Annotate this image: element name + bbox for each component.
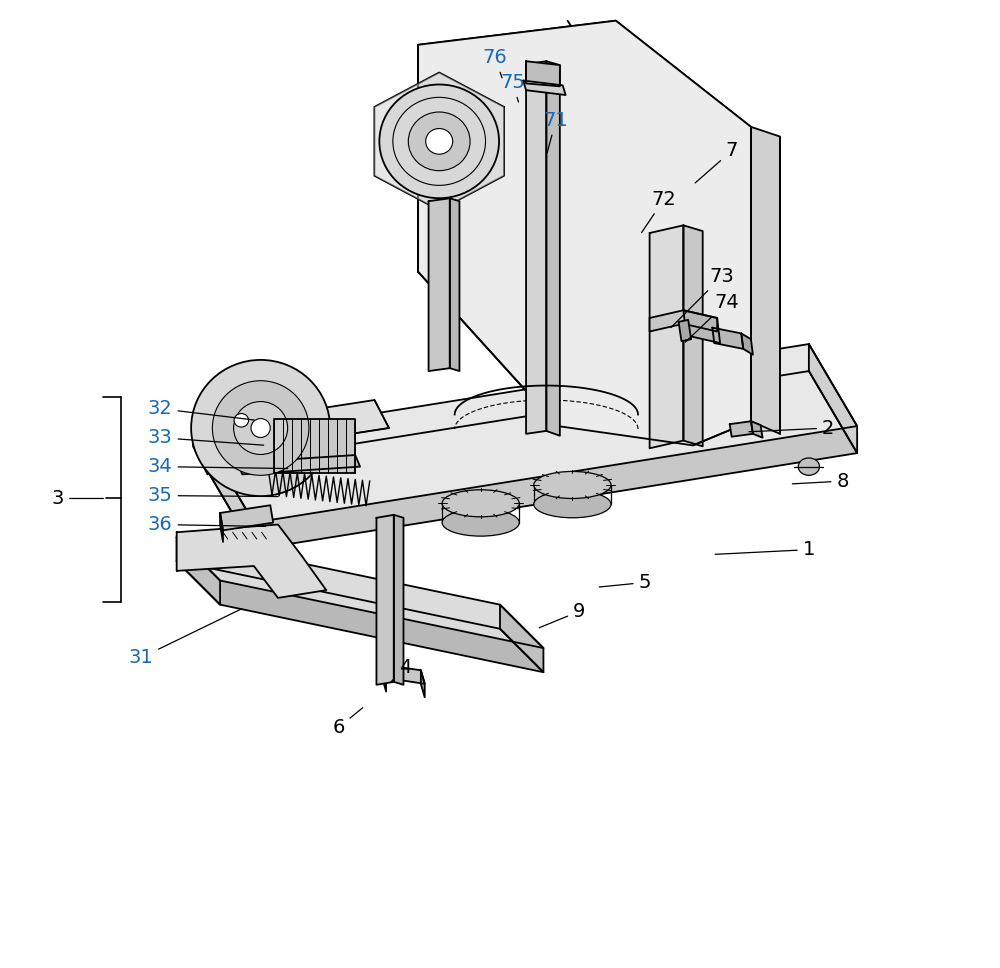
Polygon shape xyxy=(650,226,683,448)
Text: 8: 8 xyxy=(792,471,849,491)
Text: 2: 2 xyxy=(749,418,834,438)
Polygon shape xyxy=(374,73,504,210)
Text: 4: 4 xyxy=(391,658,412,681)
Text: 1: 1 xyxy=(715,540,815,560)
Polygon shape xyxy=(741,333,753,354)
Text: 36: 36 xyxy=(148,515,266,534)
Polygon shape xyxy=(523,80,566,95)
Polygon shape xyxy=(193,400,389,456)
Ellipse shape xyxy=(798,458,819,475)
Text: 5: 5 xyxy=(599,573,651,592)
Polygon shape xyxy=(650,311,717,331)
Text: 32: 32 xyxy=(148,399,254,420)
Ellipse shape xyxy=(191,360,330,497)
Ellipse shape xyxy=(251,418,270,438)
Text: 7: 7 xyxy=(695,141,738,183)
Polygon shape xyxy=(220,513,223,542)
Polygon shape xyxy=(683,226,703,446)
Polygon shape xyxy=(450,198,459,371)
Polygon shape xyxy=(206,344,857,523)
Polygon shape xyxy=(679,319,691,341)
Polygon shape xyxy=(206,371,857,550)
Polygon shape xyxy=(274,419,355,473)
Text: 6: 6 xyxy=(333,708,363,737)
Polygon shape xyxy=(382,664,425,683)
Text: 72: 72 xyxy=(642,190,676,232)
Polygon shape xyxy=(421,670,425,697)
Polygon shape xyxy=(526,61,546,434)
Polygon shape xyxy=(237,455,360,474)
Text: 71: 71 xyxy=(544,110,568,153)
Text: 35: 35 xyxy=(148,486,278,505)
Polygon shape xyxy=(526,61,560,86)
Text: 33: 33 xyxy=(148,428,264,447)
Polygon shape xyxy=(809,344,857,453)
Polygon shape xyxy=(376,515,394,684)
Text: 3: 3 xyxy=(52,489,103,508)
Ellipse shape xyxy=(534,491,611,518)
Ellipse shape xyxy=(234,402,288,455)
Polygon shape xyxy=(751,127,780,434)
Text: 76: 76 xyxy=(483,47,508,77)
Text: 9: 9 xyxy=(539,602,585,627)
Text: 31: 31 xyxy=(129,609,242,667)
Polygon shape xyxy=(546,61,560,436)
Polygon shape xyxy=(382,664,386,691)
Polygon shape xyxy=(177,525,326,598)
Polygon shape xyxy=(751,421,763,438)
Polygon shape xyxy=(177,537,220,605)
Text: 75: 75 xyxy=(500,73,525,102)
Polygon shape xyxy=(206,440,254,550)
Ellipse shape xyxy=(408,112,470,170)
Ellipse shape xyxy=(426,129,453,154)
Polygon shape xyxy=(394,515,403,684)
Polygon shape xyxy=(177,561,543,672)
Polygon shape xyxy=(712,327,743,348)
Text: 73: 73 xyxy=(671,267,734,327)
Polygon shape xyxy=(683,311,720,343)
Polygon shape xyxy=(730,421,753,437)
Polygon shape xyxy=(193,428,208,474)
Ellipse shape xyxy=(534,471,611,499)
Polygon shape xyxy=(220,505,273,530)
Ellipse shape xyxy=(442,509,519,536)
Text: 74: 74 xyxy=(685,293,739,342)
Ellipse shape xyxy=(212,380,309,475)
Polygon shape xyxy=(500,605,543,672)
Ellipse shape xyxy=(234,413,249,427)
Ellipse shape xyxy=(379,84,499,198)
Polygon shape xyxy=(429,198,450,371)
Polygon shape xyxy=(418,20,751,445)
Polygon shape xyxy=(177,537,543,649)
Ellipse shape xyxy=(442,490,519,517)
Text: 34: 34 xyxy=(148,457,288,476)
